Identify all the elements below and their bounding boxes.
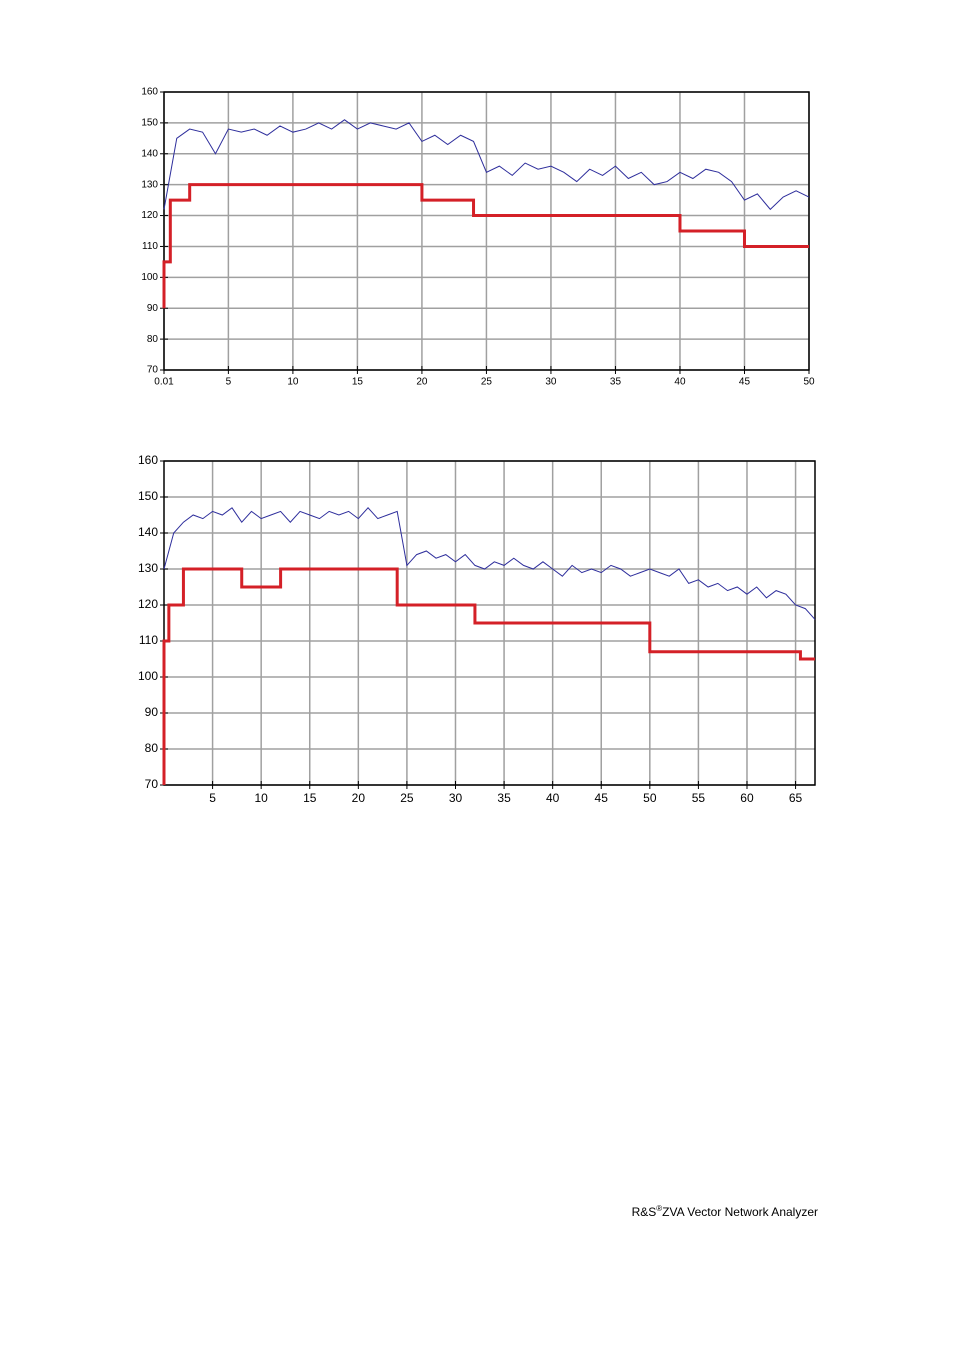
y-tick-label: 120 [141, 210, 158, 221]
y-tick-label: 140 [141, 148, 158, 159]
series-line [163, 119, 810, 211]
y-tick-label: 130 [138, 561, 158, 575]
y-tick-label: 160 [141, 87, 158, 98]
x-tick-label: 40 [546, 791, 560, 805]
x-tick-label: 20 [416, 377, 428, 388]
y-tick-label: 110 [139, 633, 158, 647]
y-tick-label: 150 [138, 489, 158, 503]
series-line [162, 567, 815, 785]
x-tick-label: 65 [789, 791, 803, 805]
x-tick-label: 35 [497, 791, 511, 805]
y-tick-label: 80 [145, 741, 159, 755]
x-tick-label: 45 [739, 377, 751, 388]
x-tick-label: 15 [303, 791, 317, 805]
x-tick-label: 15 [352, 377, 364, 388]
plot-frame [163, 460, 816, 786]
plot-frame [163, 91, 810, 371]
y-tick-label: 90 [145, 705, 159, 719]
series-line [162, 183, 809, 309]
x-tick-label: 60 [740, 791, 754, 805]
y-tick-label: 140 [138, 525, 158, 539]
y-tick-label: 160 [138, 453, 158, 467]
series-line [163, 507, 816, 620]
x-tick-label: 20 [352, 791, 366, 805]
y-tick-label: 80 [147, 334, 159, 345]
registered-mark: ® [656, 1204, 663, 1213]
footer: R&S®ZVA Vector Network Analyzer [632, 1204, 818, 1219]
x-tick-label: 50 [803, 377, 815, 388]
y-tick-label: 110 [142, 241, 158, 252]
y-tick-label: 90 [147, 303, 159, 314]
chart: 70 80 90 100 110 120 130 140 150 160 5 10 15 20 25 30 35… [138, 453, 816, 805]
x-tick-label: 35 [610, 377, 622, 388]
x-tick-label: 0.01 [154, 377, 174, 388]
y-tick-label: 70 [145, 777, 159, 791]
x-tick-label: 25 [400, 791, 414, 805]
y-tick-label: 70 [147, 365, 159, 376]
x-tick-label: 10 [254, 791, 268, 805]
x-tick-label: 25 [481, 377, 493, 388]
x-tick-label: 10 [287, 377, 299, 388]
y-tick-label: 100 [141, 272, 158, 283]
x-tick-label: 50 [643, 791, 657, 805]
x-tick-label: 30 [449, 791, 463, 805]
brand: R&S [631, 1205, 657, 1219]
y-tick-label: 150 [141, 118, 158, 129]
x-tick-label: 5 [209, 791, 216, 805]
x-tick-label: 30 [545, 377, 557, 388]
product: ZVA Vector Network Analyzer [662, 1205, 818, 1219]
x-tick-label: 5 [226, 377, 232, 388]
chart: 70 80 90 100 110 120 130 140 150 160 0.01 5 10 15 20 25… [141, 87, 815, 388]
y-tick-label: 120 [138, 597, 158, 611]
y-tick-label: 100 [138, 669, 158, 683]
x-tick-label: 45 [595, 791, 609, 805]
x-tick-label: 55 [692, 791, 706, 805]
y-tick-label: 130 [141, 179, 158, 190]
x-tick-label: 40 [674, 377, 686, 388]
